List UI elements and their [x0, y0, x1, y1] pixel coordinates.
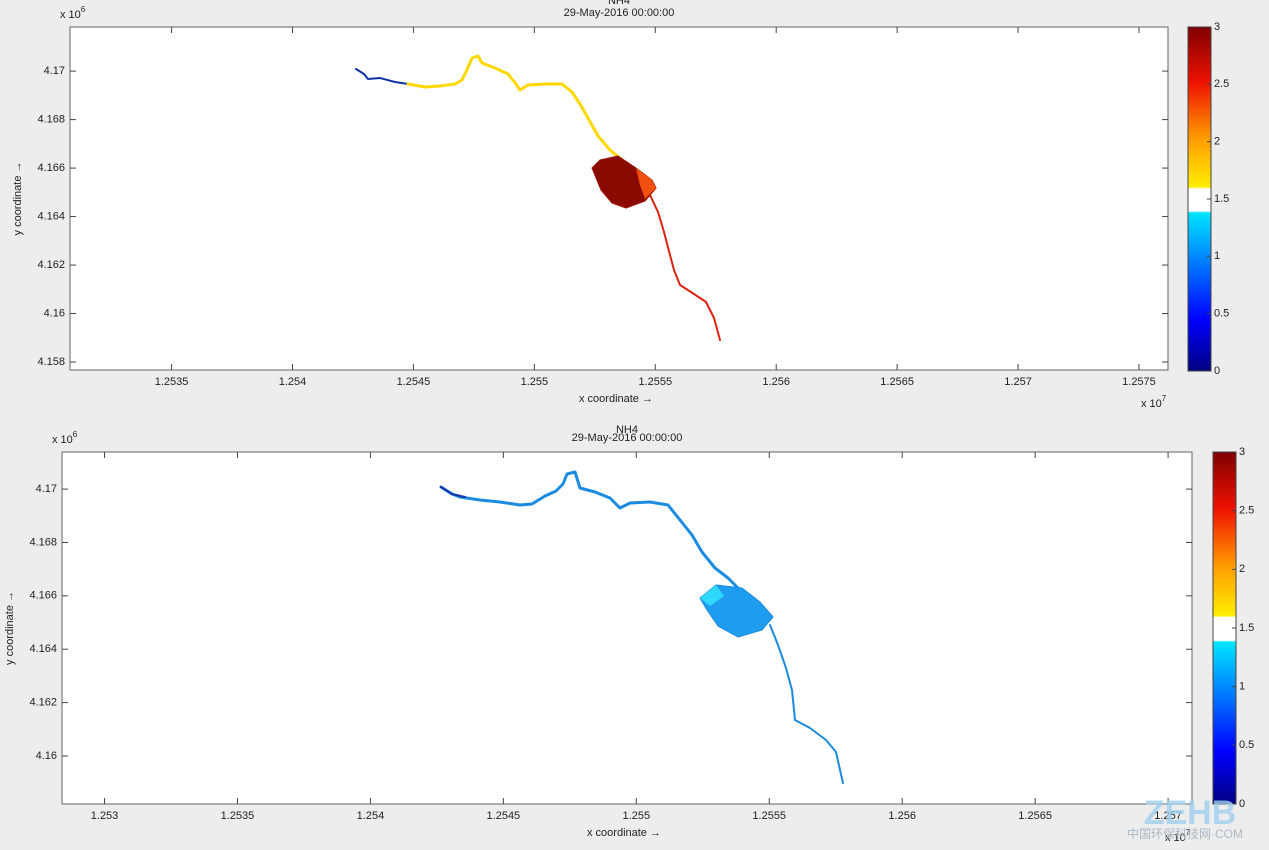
colorbar-tick-label: 2.5: [1214, 78, 1229, 90]
colorbar-tick-label: 3: [1239, 446, 1245, 458]
river-top: [355, 54, 721, 341]
y-exponent-base: x 10: [60, 9, 81, 21]
subtitle: 29-May-2016 00:00:00: [572, 432, 683, 444]
watermark-logo: ZEHB: [1144, 794, 1237, 832]
y-exponent-base: x 10: [52, 434, 73, 446]
x-tick-label: 1.2535: [221, 810, 255, 822]
x-tick-label: 1.256: [762, 376, 790, 388]
colorbar-tick-label: 2: [1239, 563, 1245, 575]
y-exponent: x 106: [52, 430, 78, 446]
x-exponent-base: x 10: [1165, 832, 1186, 844]
colorbar-tick-label: 2.5: [1239, 505, 1254, 517]
x-tick-label: 1.2555: [752, 810, 786, 822]
y-exponent-power: 6: [81, 5, 86, 14]
y-tick-label: 4.166: [37, 162, 65, 174]
x-label: x coordinate →: [579, 393, 653, 405]
colorbar-tick-label: 1: [1239, 681, 1245, 693]
x-exponent-base: x 10: [1141, 398, 1162, 410]
river-bottom: [439, 470, 844, 784]
watermark-text: 中国环保科技网·COM: [1127, 826, 1243, 841]
x-tick-label: 1.255: [521, 376, 549, 388]
y-tick-label: 4.158: [37, 356, 65, 368]
colorbar-tick-label: 3: [1214, 21, 1220, 33]
x-tick-label: 1.2545: [487, 810, 521, 822]
y-label: y coordinate →: [4, 591, 16, 665]
x-exponent-power: 7: [1162, 394, 1167, 403]
axes: [61, 451, 1193, 805]
colorbar-tick-label: 1: [1214, 250, 1220, 262]
y-tick-label: 4.17: [36, 483, 57, 495]
colorbar-tick-label: 1.5: [1214, 193, 1229, 205]
y-tick-label: 4.168: [37, 114, 65, 126]
colorbar-tick-label: 2: [1214, 136, 1220, 148]
x-tick-label: 1.254: [357, 810, 385, 822]
panel: 1.253 1.2535 1.254 1.2545 1.255 1.2555 1.256 1.…: [4, 424, 1254, 844]
x-exponent: x 107: [1141, 394, 1167, 410]
x-tick-label: 1.254: [279, 376, 307, 388]
title: NH4: [608, 0, 630, 7]
x-exponent: x 107: [1165, 828, 1191, 844]
x-tick-label: 1.2565: [1018, 810, 1052, 822]
x-tick-label: 1.2535: [155, 376, 189, 388]
x-tick-label: 1.2575: [1122, 376, 1156, 388]
y-tick-label: 4.16: [44, 307, 65, 319]
x-tick-label: 1.256: [888, 810, 916, 822]
y-tick-label: 4.164: [29, 643, 57, 655]
y-tick-label: 4.16: [36, 750, 57, 762]
y-tick-label: 4.162: [37, 259, 65, 271]
colorbar-tick-label: 0: [1214, 365, 1220, 377]
x-tick-label: 1.257: [1004, 376, 1032, 388]
subtitle: 29-May-2016 00:00:00: [564, 7, 675, 19]
y-exponent-power: 6: [73, 430, 78, 439]
x-tick-label: 1.2545: [397, 376, 431, 388]
y-tick-label: 4.168: [29, 536, 57, 548]
x-tick-label: 1.257: [1154, 810, 1182, 822]
x-tick-label: 1.2565: [880, 376, 914, 388]
y-label: y coordinate →: [12, 162, 24, 236]
colorbar-tick-label: 0.5: [1239, 739, 1254, 751]
y-tick-label: 4.162: [29, 696, 57, 708]
colorbar-tick-label: 1.5: [1239, 622, 1254, 634]
x-label: x coordinate →: [587, 827, 661, 839]
x-exponent-power: 7: [1186, 828, 1191, 837]
colorbar-tick-label: 0: [1239, 798, 1245, 810]
y-tick-label: 4.17: [44, 65, 65, 77]
y-exponent: x 106: [60, 5, 86, 21]
x-tick-label: 1.255: [623, 810, 651, 822]
y-tick-label: 4.166: [29, 590, 57, 602]
colorbar-tick-label: 0.5: [1214, 308, 1229, 320]
x-tick-label: 1.253: [91, 810, 119, 822]
y-tick-label: 4.164: [37, 210, 65, 222]
title: NH4: [616, 424, 638, 436]
x-tick-label: 1.2555: [638, 376, 672, 388]
